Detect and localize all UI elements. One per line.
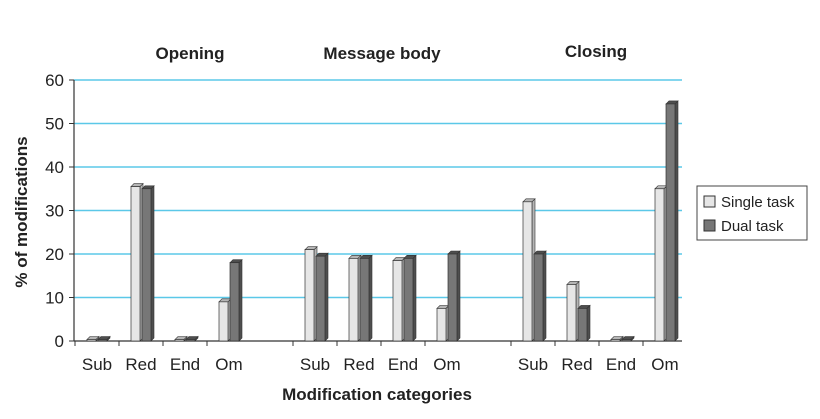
bar-front [403,258,414,342]
bar-front [665,103,676,342]
bar-single-task-closing-sub [522,198,536,342]
x-tick-label-om: Om [433,355,460,374]
bar-dual-task-message-body-om [447,250,461,342]
bar-front [533,253,544,342]
bar-front [566,284,577,342]
bar-side [324,252,329,342]
bar-front [97,339,108,342]
x-tick-label-end: End [606,355,636,374]
y-tick-label-20: 20 [45,245,64,264]
bar-dual-task-message-body-sub [315,252,329,342]
bar-front [621,339,632,342]
bar-dual-task-closing-red [577,304,591,342]
bar-single-task-opening-red [130,182,144,342]
bar-front [185,339,196,342]
bar-single-task-message-body-end [392,256,406,342]
x-tick-label-sub: Sub [518,355,548,374]
bar-dual-task-closing-end [621,335,635,342]
bar-front [348,258,359,342]
bar-front [130,186,141,342]
bar-front [174,339,185,342]
bar-single-task-opening-end [174,335,188,342]
bar-front [86,339,97,342]
x-tick-label-end: End [388,355,418,374]
x-tick-label-sub: Sub [300,355,330,374]
tick-labels: 0 10 20 30 40 50 60 Sub Red End Om Sub Red End Om Sub Re… [45,71,679,374]
bar-single-task-message-body-red [348,254,362,342]
x-tick-label-sub: Sub [82,355,112,374]
bar-front [229,262,240,342]
bar-front [392,260,403,342]
bar-single-task-closing-end [610,335,624,342]
bar-single-task-closing-red [566,280,580,342]
group-title-message-body: Message body [323,44,441,63]
bar-front [304,249,315,342]
group-title-opening: Opening [156,44,225,63]
x-tick-label-red: Red [561,355,592,374]
y-tick-label-30: 30 [45,202,64,221]
bar-side [368,254,373,342]
bar-side [150,185,155,342]
bar-front [447,253,458,342]
x-tick-label-end: End [170,355,200,374]
bar-dual-task-closing-sub [533,250,547,342]
bar-dual-task-message-body-end [403,254,417,342]
bar-side [238,258,243,342]
group-title-closing: Closing [565,42,627,61]
bar-front [315,255,326,342]
bar-single-task-message-body-om [436,304,450,342]
x-axis-title: Modification categories [282,385,472,404]
x-tick-label-om: Om [215,355,242,374]
bar-dual-task-opening-sub [97,335,111,342]
legend-label-single-task: Single task [721,194,795,211]
bars [86,100,679,342]
bar-front [522,201,533,342]
legend-label-dual-task: Dual task [721,218,784,235]
legend-swatch-dual-task [703,219,716,232]
bar-front [218,301,229,342]
bar-single-task-closing-om [654,185,668,342]
bar-front [654,188,665,342]
bar-single-task-message-body-sub [304,245,318,342]
bar-side [586,304,591,342]
x-tick-label-om: Om [651,355,678,374]
legend: Single task Dual task [696,185,808,241]
bar-side [542,250,547,342]
bar-dual-task-message-body-red [359,254,373,342]
x-tick-label-red: Red [343,355,374,374]
x-tick-label-red: Red [125,355,156,374]
y-tick-label-0: 0 [55,332,64,351]
bar-front [610,339,621,342]
bar-front [359,258,370,342]
bar-dual-task-opening-red [141,185,155,342]
bar-side [674,100,679,342]
bar-dual-task-opening-om [229,258,243,342]
y-tick-label-10: 10 [45,289,64,308]
bar-side [456,250,461,342]
y-tick-label-60: 60 [45,71,64,90]
bar-front [436,308,447,342]
y-axis-title: % of modifications [12,136,31,287]
gridlines [74,79,682,299]
bar-front [141,188,152,342]
bar-dual-task-opening-end [185,335,199,342]
bar-single-task-opening-sub [86,335,100,342]
bar-front [577,308,588,342]
bar-single-task-opening-om [218,298,232,342]
y-tick-label-40: 40 [45,158,64,177]
y-tick-label-50: 50 [45,115,64,134]
bar-side [412,254,417,342]
legend-swatch-single-task [703,195,716,208]
bar-dual-task-closing-om [665,100,679,342]
